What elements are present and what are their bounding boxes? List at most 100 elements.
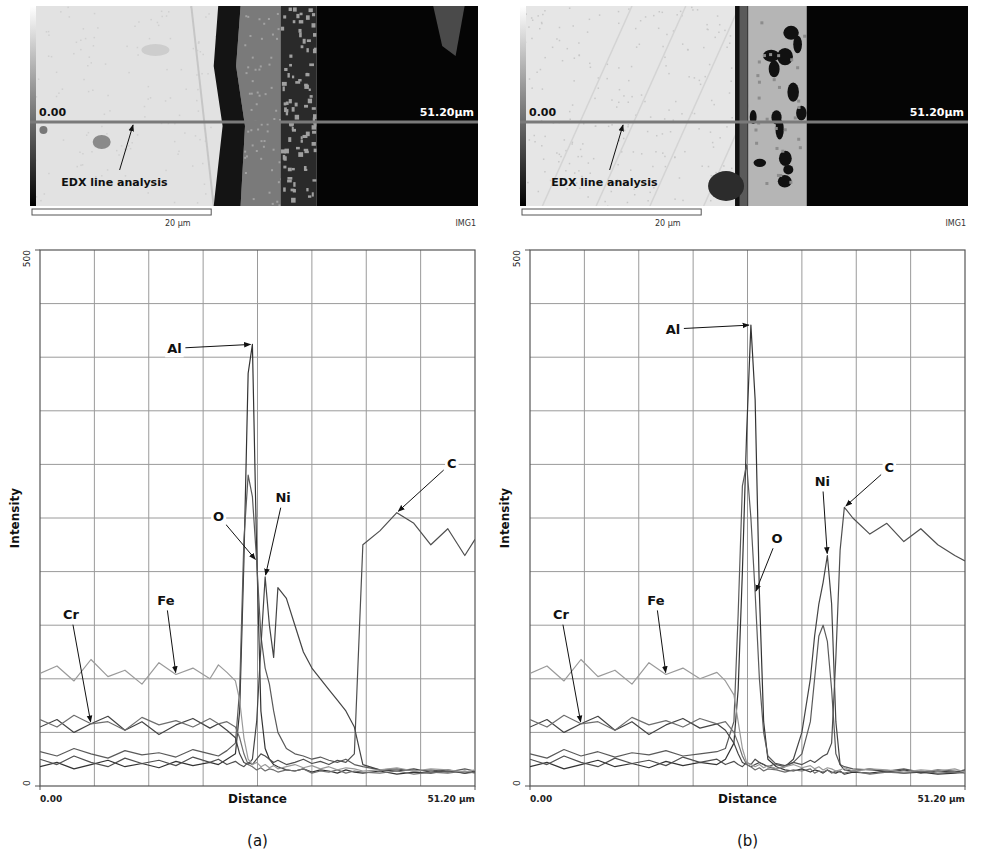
grid-line: [530, 303, 965, 304]
texture: [106, 133, 108, 135]
pore: [783, 26, 799, 40]
texture: [48, 34, 50, 36]
texture: [304, 105, 308, 108]
grid-line: [40, 464, 475, 465]
texture: [658, 28, 660, 30]
texture: [205, 16, 207, 18]
texture: [257, 92, 259, 94]
texture: [309, 63, 314, 66]
texture: [698, 128, 700, 130]
texture: [244, 44, 246, 46]
texture: [682, 43, 684, 45]
texture: [309, 89, 311, 91]
texture: [292, 129, 296, 132]
texture: [662, 46, 664, 48]
texture: [647, 200, 649, 202]
texture: [781, 150, 784, 153]
edx-line: [30, 121, 478, 124]
texture: [170, 38, 172, 40]
edx-start-label: 0.00: [529, 106, 556, 119]
texture: [121, 145, 123, 147]
texture: [271, 87, 273, 89]
label-patch: [883, 459, 897, 476]
grid: [530, 250, 965, 786]
texture: [88, 132, 90, 134]
pore: [779, 151, 792, 166]
texture: [540, 69, 542, 71]
texture: [589, 63, 591, 65]
texture: [756, 74, 759, 77]
texture: [571, 143, 573, 145]
texture: [198, 42, 200, 44]
texture: [662, 133, 664, 135]
series-label: Cr: [63, 607, 80, 622]
texture: [552, 47, 554, 49]
series-line: [40, 577, 475, 773]
texture: [304, 166, 307, 171]
texture: [706, 24, 708, 26]
texture: [281, 27, 284, 31]
scale-bar: [32, 209, 211, 215]
texture: [611, 191, 613, 193]
texture: [303, 39, 306, 44]
series-label: Ni: [275, 490, 290, 505]
texture: [704, 76, 706, 78]
texture: [85, 38, 87, 40]
texture: [62, 88, 64, 90]
texture: [703, 47, 705, 49]
texture: [578, 54, 580, 56]
texture: [107, 95, 109, 97]
grid-line: [40, 357, 475, 358]
label-arrow: [823, 491, 827, 553]
label-patch: [165, 340, 184, 357]
texture: [251, 109, 253, 111]
texture: [80, 39, 82, 41]
grid-line: [40, 625, 475, 626]
series-line: [40, 344, 475, 774]
texture: [161, 16, 163, 18]
texture: [624, 130, 626, 132]
texture: [288, 168, 292, 172]
texture: [93, 45, 95, 47]
texture: [293, 20, 296, 23]
texture: [199, 139, 201, 141]
texture: [731, 168, 733, 170]
series-line: [530, 325, 965, 774]
texture: [701, 165, 703, 167]
texture: [765, 182, 768, 185]
texture: [275, 110, 277, 112]
panel-title: (a): [247, 832, 268, 850]
texture: [537, 15, 539, 17]
pore: [787, 83, 799, 102]
texture: [51, 56, 53, 58]
x-tick-label: 51.20 µm: [917, 794, 965, 804]
series-label: Cr: [553, 607, 570, 622]
texture: [82, 164, 84, 166]
texture: [713, 146, 715, 148]
grid-line: [530, 732, 965, 733]
y-tick-label: 500: [512, 250, 522, 267]
background-resin: [807, 6, 968, 206]
texture: [288, 137, 291, 142]
texture: [715, 172, 717, 174]
texture: [694, 113, 696, 115]
edx-annotation: EDX line analysis: [61, 176, 168, 189]
texture: [562, 60, 564, 62]
texture: [298, 29, 301, 33]
texture: [205, 193, 207, 195]
texture: [579, 55, 581, 57]
x-axis-title: Distance: [228, 792, 287, 806]
plot-frame: [40, 250, 475, 786]
texture: [312, 125, 317, 129]
texture: [252, 80, 254, 82]
pore: [769, 60, 780, 77]
texture: [730, 35, 732, 37]
grid-line: [530, 625, 965, 626]
texture: [313, 33, 317, 37]
texture: [312, 107, 316, 110]
series-group: [40, 344, 475, 774]
texture: [283, 86, 285, 91]
edx-end-label: 51.20µm: [420, 106, 474, 119]
texture: [594, 98, 596, 100]
texture: [40, 200, 42, 202]
